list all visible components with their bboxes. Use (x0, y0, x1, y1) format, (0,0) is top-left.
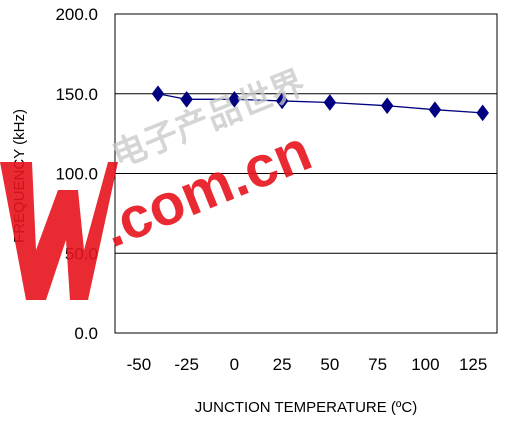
x-tick-label: -50 (127, 355, 152, 374)
data-point (180, 90, 193, 108)
data-point (151, 85, 165, 103)
data-point (228, 90, 241, 108)
x-axis-label: JUNCTION TEMPERATURE (ºC) (195, 399, 417, 416)
y-tick-label: 0.0 (74, 324, 98, 343)
x-tick-label: 75 (368, 355, 387, 374)
x-tick-label: 100 (411, 355, 439, 374)
y-tick-label: 200.0 (55, 5, 98, 24)
series-line (151, 85, 489, 122)
data-point (275, 92, 289, 110)
data-point (476, 104, 489, 122)
x-tick-label: 125 (459, 355, 487, 374)
x-tick-label: 50 (320, 355, 339, 374)
data-point (380, 97, 394, 115)
y-tick-label: 150.0 (55, 85, 98, 104)
series-polyline (157, 93, 483, 114)
data-point (428, 101, 442, 119)
y-tick-label: 100.0 (55, 165, 98, 184)
watermark-w-mark (0, 162, 118, 300)
x-tick-label: -25 (174, 355, 199, 374)
x-tick-label: 0 (230, 355, 239, 374)
x-axis-ticks: -50 -25 0 25 50 75 100 125 (127, 355, 488, 374)
data-point (323, 94, 337, 111)
x-tick-label: 25 (273, 355, 292, 374)
